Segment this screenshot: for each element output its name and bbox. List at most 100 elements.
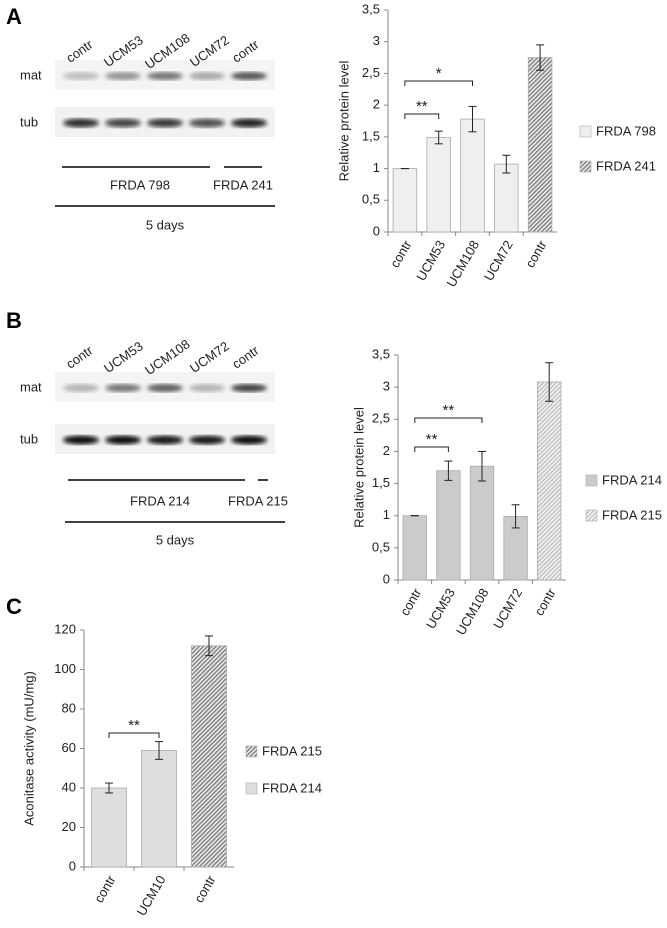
error-bar (478, 450, 486, 482)
blot-band (231, 435, 267, 445)
blot-band (63, 384, 99, 392)
error-bar (105, 782, 113, 794)
y-tick-label: 100 (54, 661, 76, 676)
bar (494, 163, 519, 233)
panel-letter: C (6, 594, 22, 619)
error-bar (468, 105, 477, 133)
bar (426, 137, 451, 233)
group-label: FRDA 214 (130, 493, 190, 508)
lane-label: contr (63, 342, 96, 371)
x-tick-label: contr (387, 237, 415, 270)
bar (392, 168, 418, 233)
blot-band (189, 435, 225, 445)
significance-label: ** (416, 98, 428, 115)
bar (436, 470, 461, 581)
legend-label: FRDA 215 (262, 743, 322, 758)
blot-band (147, 384, 183, 392)
blot-band (105, 435, 141, 445)
y-tick-label: 0,5 (372, 539, 390, 554)
row-label: mat (20, 67, 42, 82)
x-tick-label: contr (397, 585, 425, 618)
lane-label: UCM53 (101, 338, 146, 376)
bar (402, 515, 427, 581)
bar (191, 645, 227, 868)
x-tick-label: contr (91, 872, 119, 905)
row-label: mat (20, 379, 42, 394)
y-tick-label: 0 (373, 223, 380, 238)
y-tick-label: 2,5 (372, 411, 390, 426)
blot-band (63, 435, 99, 445)
blot-band (105, 118, 141, 128)
x-tick-label: UCM108 (453, 586, 492, 638)
error-bar (536, 44, 545, 71)
significance-bracket (404, 113, 440, 119)
y-tick-label: 120 (54, 621, 76, 636)
y-axis-label: Relative protein level (351, 407, 366, 528)
bar (469, 465, 495, 581)
significance-label: ** (128, 717, 140, 734)
bar (537, 381, 562, 581)
y-tick-label: 2,5 (362, 65, 380, 80)
panel-letter: A (6, 4, 22, 29)
y-tick-label: 1 (373, 160, 380, 175)
bar (460, 118, 485, 233)
blot-band (189, 384, 225, 392)
blot-band (231, 384, 267, 392)
blot-band (147, 72, 183, 80)
legend-swatch (585, 474, 598, 487)
y-tick-label: 40 (62, 779, 76, 794)
y-tick-label: 0 (383, 571, 390, 586)
blot-band (231, 72, 267, 80)
blot-band (63, 72, 99, 80)
row-label: tub (20, 431, 38, 446)
panel-letter: B (6, 308, 22, 333)
significance-label: ** (426, 431, 438, 448)
group-label: FRDA 241 (213, 177, 273, 192)
y-tick-label: 3,5 (372, 346, 390, 361)
legend-label: FRDA 214 (262, 780, 322, 795)
significance-bracket (404, 80, 473, 86)
x-tick-label: UCM53 (423, 586, 458, 632)
legend-swatch (245, 782, 258, 795)
y-axis-label: Relative protein level (336, 61, 351, 182)
lane-label: UCM108 (142, 336, 193, 378)
y-tick-label: 3 (373, 33, 380, 48)
y-tick-label: 2 (383, 443, 390, 458)
x-tick-label: contr (522, 237, 550, 270)
y-tick-label: 0 (69, 858, 76, 873)
x-tick-label: UCM72 (490, 586, 525, 632)
legend-swatch (585, 509, 598, 522)
y-tick-label: 0,5 (362, 192, 380, 207)
error-bar (155, 741, 163, 760)
duration-label: 5 days (156, 532, 195, 547)
blot-band (63, 118, 99, 128)
y-tick-label: 1,5 (362, 128, 380, 143)
bar (91, 787, 127, 868)
y-tick-label: 80 (62, 700, 76, 715)
blot-band (189, 72, 225, 80)
error-bar (444, 460, 453, 481)
legend-label: FRDA 241 (596, 158, 656, 173)
row-label: tub (20, 114, 38, 129)
y-tick-label: 1,5 (372, 475, 390, 490)
y-tick-label: 20 (62, 819, 76, 834)
duration-label: 5 days (146, 217, 185, 232)
y-tick-label: 60 (62, 740, 76, 755)
blot-band (105, 384, 141, 392)
error-bar (545, 362, 554, 402)
y-tick-label: 3,5 (362, 1, 380, 16)
significance-bracket (108, 732, 160, 738)
lane-label: contr (229, 342, 262, 371)
legend-label: FRDA 215 (602, 507, 662, 522)
legend-label: FRDA 214 (602, 472, 662, 487)
error-bar (434, 130, 443, 145)
x-tick-label: UCM53 (413, 238, 448, 284)
legend-swatch (579, 160, 592, 173)
x-tick-label: UCM72 (481, 238, 516, 284)
blot-band (147, 435, 183, 445)
lane-label: UCM72 (187, 338, 232, 376)
significance-bracket (414, 417, 483, 423)
legend-label: FRDA 798 (596, 123, 656, 138)
legend-swatch (245, 745, 258, 758)
